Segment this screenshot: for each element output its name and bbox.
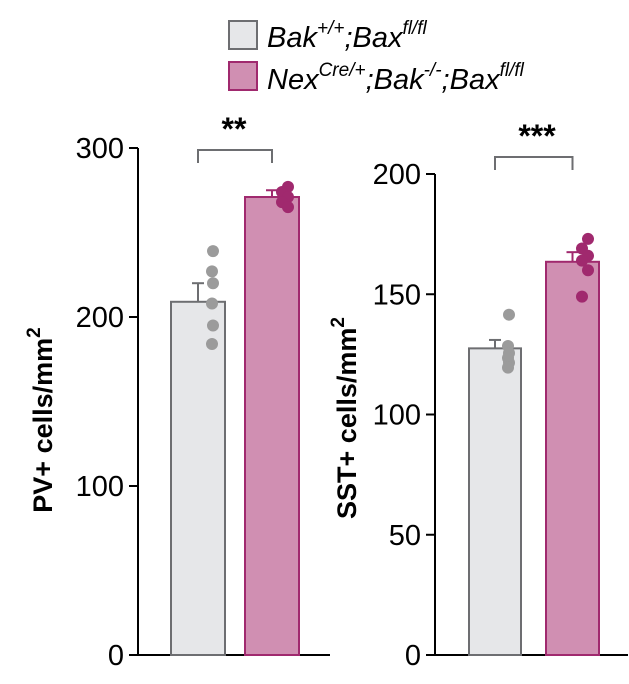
sst-y-tick-label: 200: [373, 159, 421, 191]
pv-data-point: [207, 319, 219, 332]
legend-swatch-ko: [228, 61, 258, 91]
sst-chart-panel: SST+ cells/mm2 *** 0 50 100 150 200: [328, 118, 628, 672]
sst-y-tick-label: 50: [389, 520, 421, 552]
pv-data-point: [206, 297, 218, 310]
sst-data-point: [576, 290, 588, 303]
legend-swatch-wt: [228, 20, 258, 50]
sst-data-point: [502, 361, 514, 374]
sst-y-tick-label: 150: [373, 279, 421, 311]
pv-chart-panel: PV+ cells/mm2 ** 0 100 200 300: [24, 111, 330, 672]
pv-y-axis-label: PV+ cells/mm2: [24, 327, 58, 512]
sst-bar-wt: [468, 347, 522, 656]
legend-label-ko: NexCre/+;Bak-/-;Baxfl/fl: [267, 60, 525, 96]
pv-y-tick-label: 0: [108, 640, 124, 672]
pv-bar-ko: [244, 196, 300, 656]
sst-bar-ko: [545, 260, 600, 656]
sst-y-axis-label: SST+ cells/mm2: [328, 317, 362, 519]
sst-data-point: [582, 264, 594, 277]
pv-y-tick-label: 200: [76, 302, 124, 334]
pv-data-point: [282, 201, 294, 214]
sst-significance-stars: ***: [518, 118, 556, 154]
sst-y-tick-label: 0: [405, 640, 421, 672]
sst-data-point: [576, 254, 588, 267]
pv-data-point: [207, 277, 219, 290]
legend: Bak+/+;Baxfl/fl NexCre/+;Bak-/-;Baxfl/fl: [228, 18, 525, 96]
sst-data-point: [503, 308, 515, 321]
sst-y-tick-label: 100: [373, 400, 421, 432]
pv-significance-stars: **: [222, 111, 247, 147]
pv-significance-bracket: [197, 149, 273, 163]
pv-y-tick-label: 300: [76, 133, 124, 165]
sst-data-point: [582, 232, 594, 245]
legend-entry-ko: NexCre/+;Bak-/-;Baxfl/fl: [228, 60, 525, 96]
pv-y-tick-label: 100: [76, 471, 124, 503]
pv-data-point: [207, 245, 219, 258]
legend-entry-wt: Bak+/+;Baxfl/fl: [228, 18, 428, 54]
legend-label-wt: Bak+/+;Baxfl/fl: [267, 18, 428, 54]
sst-significance-bracket: [494, 156, 574, 170]
pv-data-point: [206, 265, 218, 278]
pv-data-point: [206, 338, 218, 351]
pv-bar-wt: [170, 300, 226, 656]
